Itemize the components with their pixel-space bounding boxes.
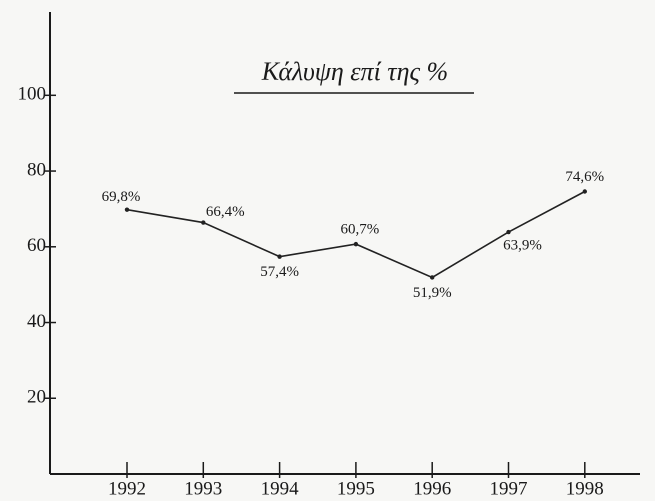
data-label: 63,9% bbox=[503, 237, 542, 253]
chart-title: Κάλυψη επί της % bbox=[261, 57, 448, 86]
data-label: 57,4% bbox=[260, 264, 299, 280]
data-label: 66,4% bbox=[206, 204, 245, 220]
y-tick-label: 40 bbox=[27, 311, 46, 332]
data-point bbox=[430, 275, 435, 280]
y-tick-label: 60 bbox=[27, 235, 46, 256]
data-label: 51,9% bbox=[413, 285, 452, 301]
data-point bbox=[353, 241, 359, 247]
data-point bbox=[277, 254, 282, 259]
y-tick-label: 20 bbox=[27, 387, 46, 408]
data-label: 60,7% bbox=[341, 222, 380, 238]
data-point bbox=[201, 220, 206, 225]
x-tick-label: 1997 bbox=[490, 478, 528, 499]
x-tick-label: 1993 bbox=[184, 478, 222, 499]
x-tick-label: 1996 bbox=[413, 478, 451, 499]
x-tick-label: 1998 bbox=[566, 478, 604, 499]
y-tick-label: 100 bbox=[18, 84, 47, 105]
data-label: 69,8% bbox=[102, 189, 141, 205]
data-point bbox=[582, 189, 587, 194]
y-tick-label: 80 bbox=[27, 159, 46, 180]
data-label: 74,6% bbox=[565, 169, 604, 185]
x-tick-label: 1992 bbox=[108, 478, 146, 499]
data-point bbox=[506, 229, 511, 235]
x-tick-label: 1995 bbox=[337, 478, 375, 499]
x-tick-label: 1994 bbox=[261, 478, 300, 499]
data-point bbox=[124, 207, 130, 212]
